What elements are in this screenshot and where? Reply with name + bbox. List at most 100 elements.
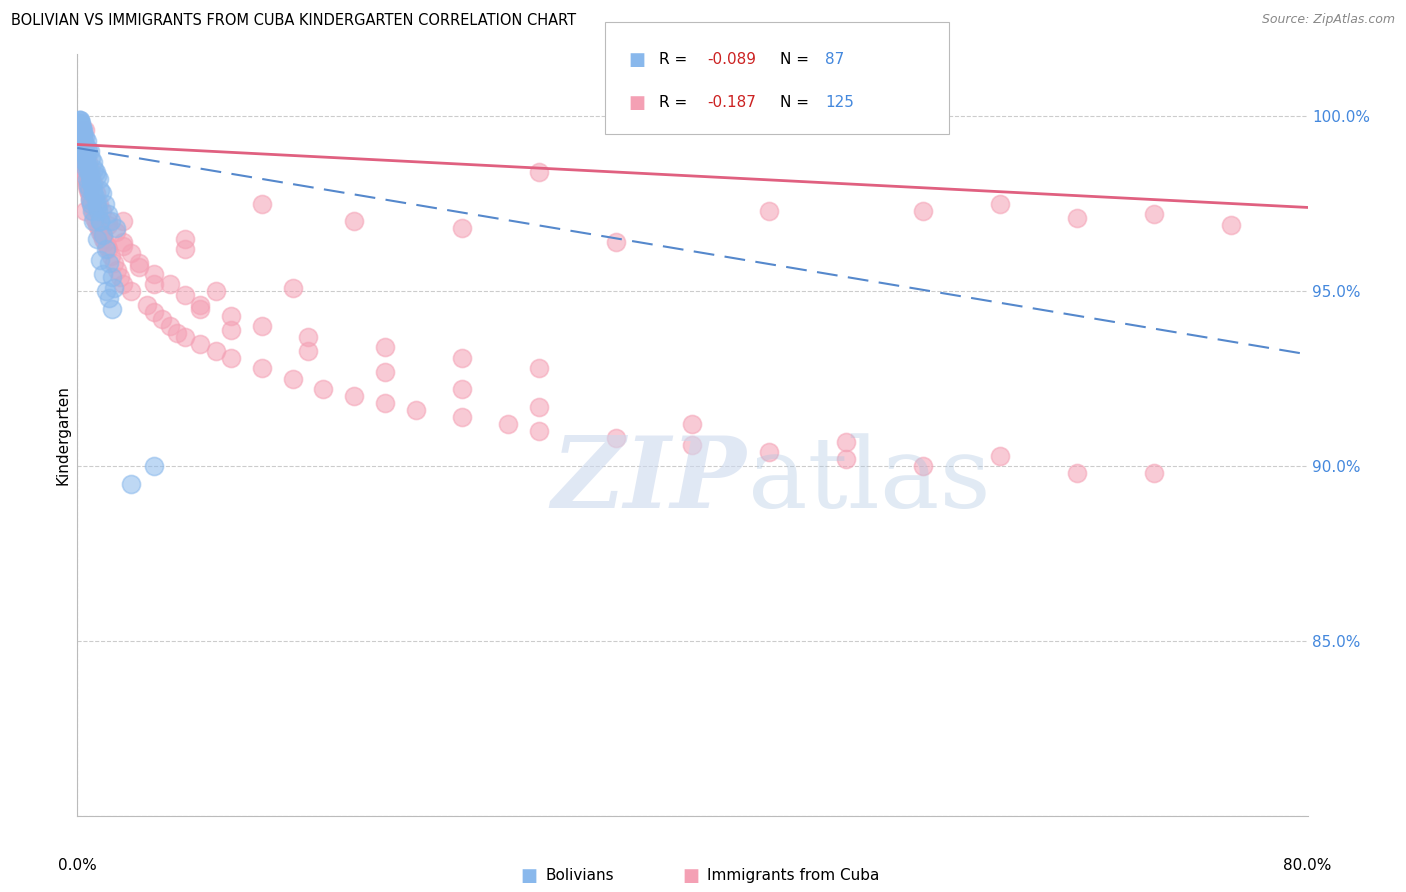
Point	[91, 228, 114, 243]
Point	[250, 197, 273, 211]
Point	[67, 120, 90, 134]
Point	[69, 130, 91, 145]
Point	[72, 127, 94, 141]
Point	[80, 201, 103, 215]
Point	[77, 183, 100, 197]
Point	[70, 123, 93, 137]
Point	[69, 123, 91, 137]
Point	[69, 116, 91, 130]
Point	[84, 214, 107, 228]
Point	[89, 225, 111, 239]
Point	[75, 172, 97, 186]
Point	[89, 183, 111, 197]
Text: N =: N =	[780, 95, 814, 110]
Point	[219, 323, 242, 337]
Point	[77, 145, 100, 159]
Point	[73, 161, 96, 176]
Point	[682, 417, 704, 432]
Point	[86, 232, 108, 246]
Point	[450, 221, 472, 235]
Point	[835, 452, 858, 467]
Point	[97, 292, 120, 306]
Point	[69, 127, 91, 141]
Point	[72, 141, 94, 155]
Point	[76, 159, 98, 173]
Point	[120, 246, 142, 260]
Point	[79, 194, 101, 208]
Point	[97, 243, 120, 257]
Point	[343, 214, 366, 228]
Point	[86, 169, 108, 183]
Point	[405, 403, 427, 417]
Point	[90, 186, 114, 201]
Point	[103, 256, 125, 270]
Point	[79, 172, 101, 186]
Point	[100, 249, 122, 263]
Point	[988, 197, 1011, 211]
Point	[77, 183, 100, 197]
Point	[374, 340, 396, 354]
Point	[73, 155, 96, 169]
Point	[1219, 218, 1241, 232]
Text: ■: ■	[628, 51, 645, 69]
Point	[83, 211, 105, 225]
Point	[84, 186, 107, 201]
Point	[166, 326, 188, 341]
Point	[143, 305, 166, 319]
Point	[912, 203, 935, 218]
Point	[69, 120, 91, 134]
Point	[67, 123, 90, 137]
Point	[89, 214, 111, 228]
Point	[76, 172, 98, 186]
Point	[79, 145, 101, 159]
Point	[96, 239, 118, 253]
Point	[72, 155, 94, 169]
Point	[605, 235, 627, 250]
Point	[343, 389, 366, 403]
Point	[159, 277, 181, 292]
Point	[80, 197, 103, 211]
Point	[527, 425, 550, 439]
Point	[79, 190, 101, 204]
Point	[143, 459, 166, 474]
Point	[312, 383, 335, 397]
Point	[75, 152, 97, 166]
Point	[70, 116, 93, 130]
Text: ■: ■	[628, 94, 645, 112]
Y-axis label: Kindergarten: Kindergarten	[55, 385, 70, 484]
Point	[94, 285, 117, 299]
Point	[80, 197, 103, 211]
Point	[94, 235, 117, 250]
Point	[682, 438, 704, 452]
Point	[1143, 467, 1166, 481]
Text: Immigrants from Cuba: Immigrants from Cuba	[707, 869, 880, 883]
Point	[67, 116, 90, 130]
Point	[110, 270, 132, 285]
Point	[67, 113, 90, 128]
Point	[190, 298, 212, 312]
Point	[450, 383, 472, 397]
Point	[73, 141, 96, 155]
Point	[988, 449, 1011, 463]
Point	[527, 400, 550, 414]
Point	[73, 165, 96, 179]
Text: -0.089: -0.089	[707, 53, 756, 67]
Point	[128, 260, 150, 274]
Point	[67, 127, 90, 141]
Point	[76, 176, 98, 190]
Point	[72, 130, 94, 145]
Point	[190, 337, 212, 351]
Point	[82, 176, 104, 190]
Point	[83, 161, 105, 176]
Point	[105, 263, 128, 277]
Point	[73, 123, 96, 137]
Point	[90, 203, 114, 218]
Point	[87, 197, 110, 211]
Point	[89, 214, 111, 228]
Point	[70, 137, 93, 152]
Point	[79, 169, 101, 183]
Text: Bolivians: Bolivians	[546, 869, 614, 883]
Point	[72, 134, 94, 148]
Point	[97, 214, 120, 228]
Point	[72, 123, 94, 137]
